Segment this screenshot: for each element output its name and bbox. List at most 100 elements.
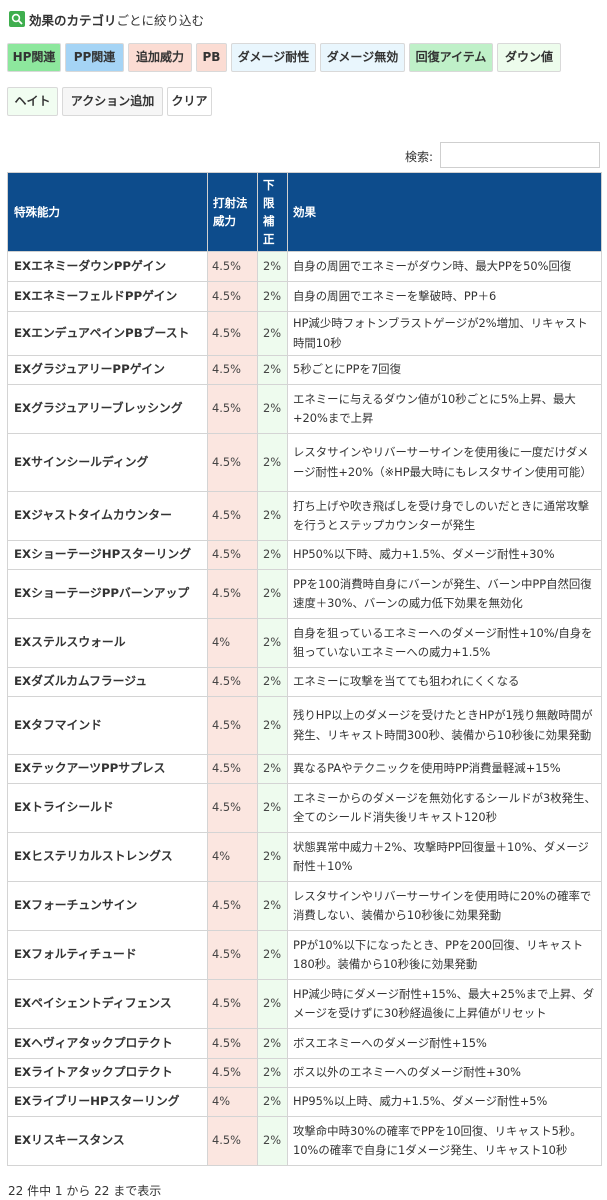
cell-min-correction: 2% [257, 930, 288, 980]
chip-action-add[interactable]: アクション追加 [62, 87, 163, 116]
cell-min-correction: 2% [257, 1058, 288, 1088]
cell-effect: HP50%以下時、威力+1.5%、ダメージ耐性+30% [287, 540, 602, 570]
cell-power: 4% [207, 1087, 258, 1117]
chip-damage-resist[interactable]: ダメージ耐性 [231, 43, 316, 72]
cell-power: 4.5% [207, 251, 258, 282]
cell-power: 4.5% [207, 881, 258, 931]
cell-power: 4.5% [207, 281, 258, 312]
cell-name: EXグラジュアリーPPゲイン [7, 355, 208, 385]
cell-name: EXトライシールド [7, 783, 208, 833]
cell-min-correction: 2% [257, 1087, 288, 1117]
cell-power: 4.5% [207, 355, 258, 385]
cell-power: 4% [207, 618, 258, 668]
cell-power: 4% [207, 832, 258, 882]
cell-power: 4.5% [207, 540, 258, 570]
chip-pp[interactable]: PP関連 [65, 43, 124, 72]
cell-power: 4.5% [207, 783, 258, 833]
filter-heading-rest: ごとに絞り込む [116, 12, 205, 28]
cell-power: 4.5% [207, 1058, 258, 1088]
cell-power: 4.5% [207, 491, 258, 541]
search-input[interactable] [440, 142, 600, 168]
cell-power: 4.5% [207, 1028, 258, 1059]
cell-min-correction: 2% [257, 540, 288, 570]
table-row: EXダズルカムフラージュ 4.5% 2% エネミーに攻撃を当てても狙われにくくなる [7, 667, 602, 697]
table-row: EXテックアーツPPサプレス 4.5% 2% 異なるPAやテクニックを使用時PP消費量… [7, 754, 602, 784]
cell-name: EXライブリーHPスターリング [7, 1087, 208, 1117]
cell-min-correction: 2% [257, 754, 288, 784]
filter-heading-strong: 効果のカテゴリ [29, 12, 117, 28]
filter-heading: 効果のカテゴリ ごとに絞り込む [9, 10, 204, 28]
cell-min-correction: 2% [257, 355, 288, 385]
cell-min-correction: 2% [257, 881, 288, 931]
chip-clear[interactable]: クリア [167, 87, 212, 116]
table-row: EXフォルティチュード 4.5% 2% PPが10%以下になったとき、PPを200回復… [7, 930, 602, 980]
table-header-row: 特殊能力 打射法威力 下限補正 効果 [7, 172, 602, 252]
cell-min-correction: 2% [257, 1116, 288, 1166]
table-row: EXフォーチュンサイン 4.5% 2% レスタサインやリバーサーサインを使用時に20%… [7, 881, 602, 931]
cell-name: EXダズルカムフラージュ [7, 667, 208, 697]
cell-effect: 状態異常中威力＋2%、攻撃時PP回復量＋10%、ダメージ耐性＋10% [287, 832, 602, 882]
cell-min-correction: 2% [257, 696, 288, 755]
table-row: EXライトアタックプロテクト 4.5% 2% ボス以外のエネミーへのダメージ耐性+30… [7, 1058, 602, 1088]
cell-effect: HP減少時フォトンブラストゲージが2%増加、リキャスト時間10秒 [287, 311, 602, 356]
cell-power: 4.5% [207, 979, 258, 1029]
cell-effect: エネミーからのダメージを無効化するシールドが3枚発生、全てのシールド消失後リキャ… [287, 783, 602, 833]
cell-power: 4.5% [207, 667, 258, 697]
cell-min-correction: 2% [257, 281, 288, 312]
table-row: EXエネミーダウンPPゲイン 4.5% 2% 自身の周囲でエネミーがダウン時、最大PP… [7, 251, 602, 282]
cell-min-correction: 2% [257, 384, 288, 434]
cell-min-correction: 2% [257, 979, 288, 1029]
table-row: EXグラジュアリーブレッシング 4.5% 2% エネミーに与えるダウン値が10秒ごとに… [7, 384, 602, 434]
header-min-correction[interactable]: 下限補正 [257, 172, 288, 252]
cell-min-correction: 2% [257, 1028, 288, 1059]
cell-name: EXショーテージPPバーンアップ [7, 569, 208, 619]
chip-extra-power[interactable]: 追加威力 [128, 43, 192, 72]
chip-recovery-item[interactable]: 回復アイテム [409, 43, 493, 72]
cell-min-correction: 2% [257, 832, 288, 882]
special-ability-table: 特殊能力 打射法威力 下限補正 効果 EXエネミーダウンPPゲイン 4.5% 2% 自… [7, 172, 602, 1166]
cell-effect: HP95%以上時、威力+1.5%、ダメージ耐性+5% [287, 1087, 602, 1117]
cell-name: EXエンデュアペインPBブースト [7, 311, 208, 356]
cell-min-correction: 2% [257, 311, 288, 356]
table-info: 22 件中 1 から 22 まで表示 [8, 1184, 162, 1198]
cell-power: 4.5% [207, 754, 258, 784]
cell-power: 4.5% [207, 696, 258, 755]
search-label: 検索: [405, 150, 434, 164]
table-row: EXサインシールディング 4.5% 2% レスタサインやリバーサーサインを使用後に一度… [7, 433, 602, 492]
cell-effect: 自身の周囲でエネミーを撃破時、PP＋6 [287, 281, 602, 312]
chip-damage-nullify[interactable]: ダメージ無効 [320, 43, 405, 72]
header-power[interactable]: 打射法威力 [207, 172, 258, 252]
cell-effect: PPが10%以下になったとき、PPを200回復、リキャスト180秒。装備から10… [287, 930, 602, 980]
cell-power: 4.5% [207, 1116, 258, 1166]
cell-power: 4.5% [207, 569, 258, 619]
cell-power: 4.5% [207, 311, 258, 356]
chip-hate[interactable]: ヘイト [7, 87, 58, 116]
header-special-ability[interactable]: 特殊能力 [7, 172, 208, 252]
cell-min-correction: 2% [257, 569, 288, 619]
cell-effect: HP減少時にダメージ耐性+15%、最大+25%まで上昇、ダメージを受けずに30秒… [287, 979, 602, 1029]
chip-hp[interactable]: HP関連 [7, 43, 61, 72]
cell-name: EXヘヴィアタックプロテクト [7, 1028, 208, 1059]
header-effect[interactable]: 効果 [287, 172, 602, 252]
table-row: EXエネミーフェルドPPゲイン 4.5% 2% 自身の周囲でエネミーを撃破時、PP＋6 [7, 281, 602, 312]
cell-effect: 攻撃命中時30%の確率でPPを10回復、リキャスト5秒。10%の確率で自身に1ダ… [287, 1116, 602, 1166]
cell-min-correction: 2% [257, 667, 288, 697]
cell-name: EXペイシェントディフェンス [7, 979, 208, 1029]
table-row: EXトライシールド 4.5% 2% エネミーからのダメージを無効化するシールドが3枚発… [7, 783, 602, 833]
cell-name: EXショーテージHPスターリング [7, 540, 208, 570]
table-row: EXヘヴィアタックプロテクト 4.5% 2% ボスエネミーへのダメージ耐性+15% [7, 1028, 602, 1059]
table-row: EXタフマインド 4.5% 2% 残りHP以上のダメージを受けたときHPが1残り無敵時… [7, 696, 602, 755]
cell-min-correction: 2% [257, 783, 288, 833]
cell-effect: 5秒ごとにPPを7回復 [287, 355, 602, 385]
cell-effect: 異なるPAやテクニックを使用時PP消費量軽減+15% [287, 754, 602, 784]
cell-effect: PPを100消費時自身にバーンが発生、バーン中PP自然回復速度＋30%、バーンの… [287, 569, 602, 619]
cell-power: 4.5% [207, 433, 258, 492]
table-row: EXジャストタイムカウンター 4.5% 2% 打ち上げや吹き飛ばしを受け身でしのいだと… [7, 491, 602, 541]
cell-min-correction: 2% [257, 491, 288, 541]
cell-power: 4.5% [207, 930, 258, 980]
chip-pb[interactable]: PB [196, 43, 227, 72]
cell-power: 4.5% [207, 384, 258, 434]
table-row: EXショーテージHPスターリング 4.5% 2% HP50%以下時、威力+1.5%、ダ… [7, 540, 602, 570]
table-row: EXリスキースタンス 4.5% 2% 攻撃命中時30%の確率でPPを10回復、リキャス… [7, 1116, 602, 1166]
chip-down-value[interactable]: ダウン値 [497, 43, 561, 72]
